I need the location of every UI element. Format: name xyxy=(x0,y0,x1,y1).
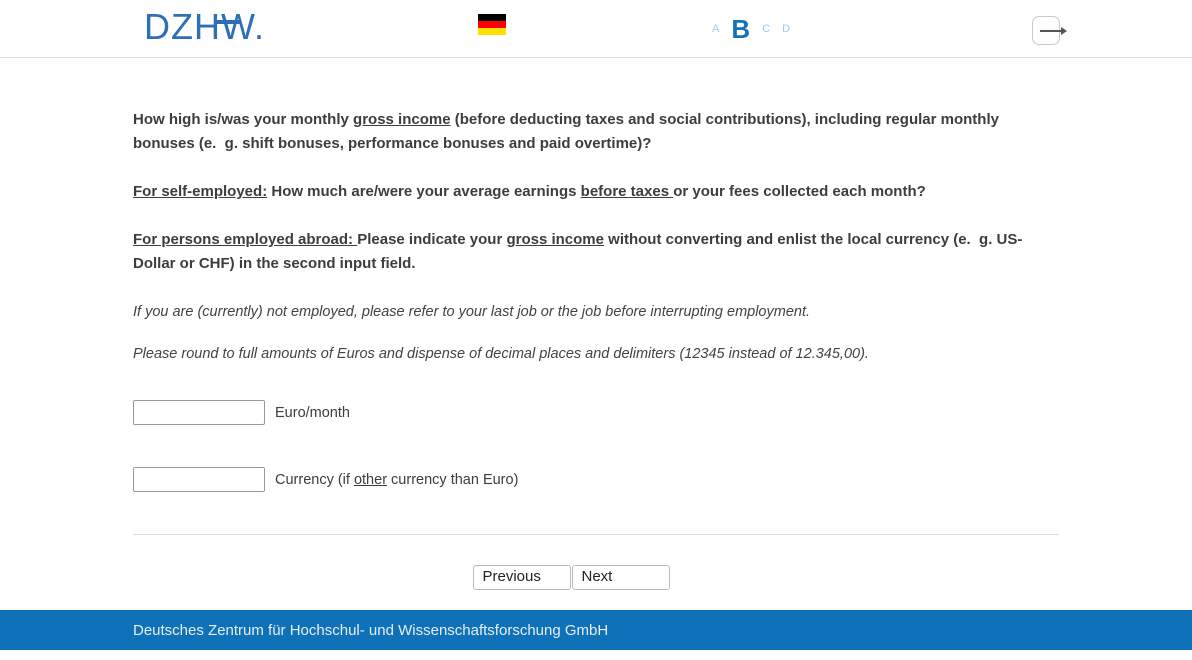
footer: Deutsches Zentrum für Hochschul- und Wis… xyxy=(0,610,1192,650)
header: DZHW. A B C D xyxy=(0,0,1192,58)
employed-abroad-note: For persons employed abroad: Please indi… xyxy=(133,231,1023,272)
flag-stripe-black xyxy=(478,14,506,21)
german-flag-icon[interactable] xyxy=(478,14,506,35)
footer-text: Deutsches Zentrum für Hochschul- und Wis… xyxy=(133,621,609,639)
section-b-active: B xyxy=(731,13,751,44)
euro-amount-input[interactable] xyxy=(133,400,265,425)
previous-button[interactable]: Previous xyxy=(472,565,571,590)
nav-buttons: Previous Next xyxy=(133,565,1059,590)
question-content: How high is/was your monthly gross incom… xyxy=(0,58,1192,610)
divider xyxy=(133,534,1059,535)
euro-input-row: Euro/month xyxy=(133,400,1059,425)
next-button[interactable]: Next xyxy=(571,565,670,590)
logout-arrow-icon xyxy=(1040,27,1067,35)
logout-button[interactable] xyxy=(1032,16,1067,45)
section-a: A xyxy=(712,23,720,35)
dzhw-logo: DZHW. xyxy=(144,6,265,47)
currency-input-label: Currency (if other currency than Euro) xyxy=(275,471,519,488)
question-text: How high is/was your monthly gross incom… xyxy=(133,111,999,152)
currency-input-row: Currency (if other currency than Euro) xyxy=(133,467,1059,492)
not-employed-hint: If you are (currently) not employed, ple… xyxy=(133,304,811,320)
section-pager: A B C D xyxy=(712,0,790,58)
rounding-hint: Please round to full amounts of Euros an… xyxy=(133,346,869,362)
section-c: C xyxy=(762,23,771,35)
flag-stripe-gold xyxy=(478,28,506,35)
flag-stripe-red xyxy=(478,21,506,28)
currency-input[interactable] xyxy=(133,467,265,492)
euro-input-label: Euro/month xyxy=(275,404,350,421)
section-d: D xyxy=(782,23,791,35)
self-employed-note: For self-employed: How much are/were you… xyxy=(133,183,926,200)
